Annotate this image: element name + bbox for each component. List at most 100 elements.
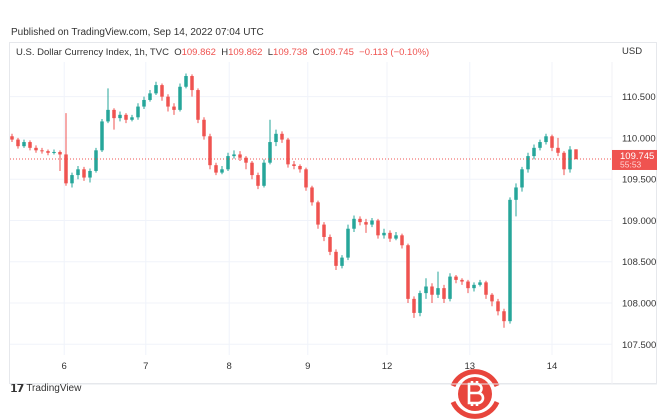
candle-body — [574, 149, 578, 159]
candle-body — [16, 139, 20, 147]
low-value: 109.738 — [273, 47, 308, 58]
candle-body — [184, 76, 188, 87]
low-label: L — [267, 47, 274, 58]
candle-body — [10, 136, 14, 140]
candle-body — [64, 154, 68, 184]
open-value: 109.862 — [181, 47, 216, 58]
candle-body — [256, 175, 260, 186]
candle-body — [370, 220, 374, 225]
candle-body — [484, 282, 488, 295]
x-tick-label: 8 — [227, 361, 232, 372]
open-label: O — [174, 47, 182, 58]
candle-body — [232, 154, 236, 157]
x-tick-label: 9 — [305, 361, 310, 372]
candle-body — [418, 293, 422, 313]
candle-body — [124, 114, 128, 120]
candle-body — [406, 245, 410, 299]
candle-body — [280, 133, 284, 140]
ohlc-legend: U.S. Dollar Currency Index, 1h, TVC O109… — [16, 47, 429, 58]
candle-body — [448, 276, 452, 299]
x-tick-label: 7 — [143, 361, 148, 372]
candle-body — [172, 106, 176, 110]
candle-body — [322, 224, 326, 237]
bitcoin-b-glyph — [467, 381, 485, 406]
x-tick-label: 13 — [465, 361, 476, 372]
candle-body — [238, 154, 242, 158]
candle-body — [136, 106, 140, 118]
candle-body — [316, 202, 320, 225]
candle-body — [538, 142, 542, 148]
candle-body — [70, 175, 74, 184]
candle-body — [508, 199, 512, 322]
candle-body — [424, 286, 428, 294]
candle-body — [502, 311, 506, 322]
candle-body — [460, 279, 464, 282]
y-tick-label: 109.000 — [622, 216, 656, 227]
y-tick-label: 109.500 — [622, 175, 656, 186]
candle-body — [532, 147, 536, 157]
candle-body — [310, 187, 314, 203]
candle-body — [88, 170, 92, 178]
candle-body — [178, 86, 182, 110]
candle-body — [142, 99, 146, 107]
candle-body — [298, 165, 302, 170]
candle-body — [46, 151, 50, 153]
candle-body — [334, 251, 338, 266]
candle-body — [112, 109, 116, 119]
candle-body — [196, 90, 200, 120]
watermark-arc-bottom — [450, 400, 500, 419]
tradingview-icon: 𝟭𝟳 — [10, 383, 24, 395]
candle-body — [346, 228, 350, 258]
candle-body — [274, 133, 278, 143]
candle-body — [250, 162, 254, 176]
candle-body — [106, 109, 110, 122]
candle-body — [190, 76, 194, 91]
candle-body — [514, 187, 518, 200]
candle-body — [376, 220, 380, 236]
watermark-arc-top — [450, 369, 500, 388]
candle-body — [292, 164, 296, 166]
candle-body — [268, 142, 272, 163]
candle-body — [202, 119, 206, 137]
y-tick-label: 108.000 — [622, 299, 656, 310]
candle-body — [454, 276, 458, 280]
candle-body — [394, 235, 398, 239]
candle-body — [34, 147, 38, 151]
candle-body — [118, 114, 122, 119]
candle-body — [166, 96, 170, 107]
y-tick-label: 107.500 — [622, 340, 656, 351]
candle-body — [364, 222, 368, 225]
candle-body — [556, 147, 560, 153]
candle-body — [520, 169, 524, 188]
candle-body — [76, 169, 80, 176]
close-value: 109.745 — [319, 47, 354, 58]
candle-body — [340, 257, 344, 266]
high-value: 109.862 — [228, 47, 263, 58]
candle-body — [226, 156, 230, 170]
close-label: C — [312, 47, 320, 58]
y-tick-label: 110.000 — [622, 133, 656, 144]
candle-body — [412, 298, 416, 313]
candle-body — [526, 156, 530, 170]
tradingview-logo[interactable]: 𝟭𝟳 TradingView — [10, 382, 81, 395]
candle-body — [328, 236, 332, 252]
published-caption: Published on TradingView.com, Sep 14, 20… — [11, 27, 264, 38]
candle-body — [550, 136, 554, 148]
last-price-badge — [612, 149, 657, 170]
brand-name: TradingView — [26, 383, 82, 394]
candle-body — [262, 162, 266, 186]
candle-body — [148, 93, 152, 100]
candle-body — [478, 282, 482, 285]
candle-body — [154, 85, 158, 94]
x-tick-label: 12 — [382, 361, 393, 372]
candle-body — [496, 301, 500, 312]
candle-body — [466, 281, 470, 289]
candle-body — [130, 117, 134, 120]
change-value: −0.113 (−0.10%) — [359, 47, 430, 58]
candle-body — [388, 232, 392, 239]
candle-body — [568, 149, 572, 170]
candle-body — [100, 121, 104, 151]
candle-body — [52, 151, 56, 153]
